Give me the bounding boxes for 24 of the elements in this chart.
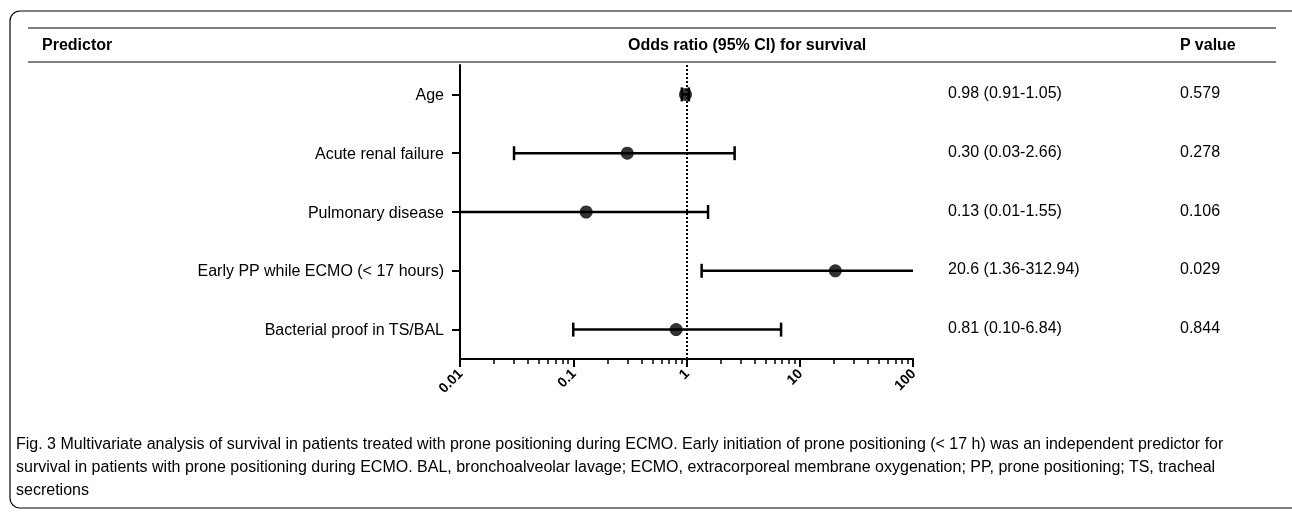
text: P value — [1180, 35, 1236, 53]
caption: Fig. 3 Multivariate analysis of survival in patients treated with prone positioning during ECMO. Early initiation of prone positioning (< 17 h) was an independent predictor for survival in patients with prone positioning during ECMO. BAL, bronchoalveolar lavage; ECMO, extracorporeal membrane oxygenation; PP, prone positioning; TS, tracheal secretions — [16, 435, 1228, 498]
x-tick-label: 10 — [783, 365, 806, 388]
y-tick-label: Early PP while ECMO (< 17 hours) — [197, 262, 444, 280]
x-axis-title: Odds ratio (95% CI) for survival — [628, 35, 867, 53]
text: 0.029 — [1180, 260, 1221, 278]
x-tick-label: 0.1 — [553, 365, 580, 391]
y-tick-label: Pulmonary disease — [307, 203, 445, 221]
x-tick-label: 100 — [890, 365, 919, 394]
text: 20.6 (1.36-312.94) — [948, 260, 1080, 278]
y-tick-label: Age — [415, 85, 445, 103]
text: 0.13 (0.01-1.55) — [948, 201, 1062, 219]
text: 0.81 (0.10-6.84) — [948, 319, 1062, 337]
y-tick-label: Bacterial proof in TS/BAL — [264, 321, 445, 339]
text: 0.30 (0.03-2.66) — [948, 142, 1062, 160]
text: 0.98 (0.91-1.05) — [948, 83, 1062, 101]
text: 0.579 — [1180, 83, 1221, 101]
text: Predictor — [42, 35, 113, 53]
x-tick-label: 0.01 — [435, 365, 466, 396]
text: 0.278 — [1180, 142, 1221, 160]
x-tick-label: 1 — [675, 365, 693, 383]
text: 0.106 — [1180, 201, 1221, 219]
text: 0.844 — [1180, 319, 1221, 337]
y-tick-label: Acute renal failure — [315, 144, 445, 162]
